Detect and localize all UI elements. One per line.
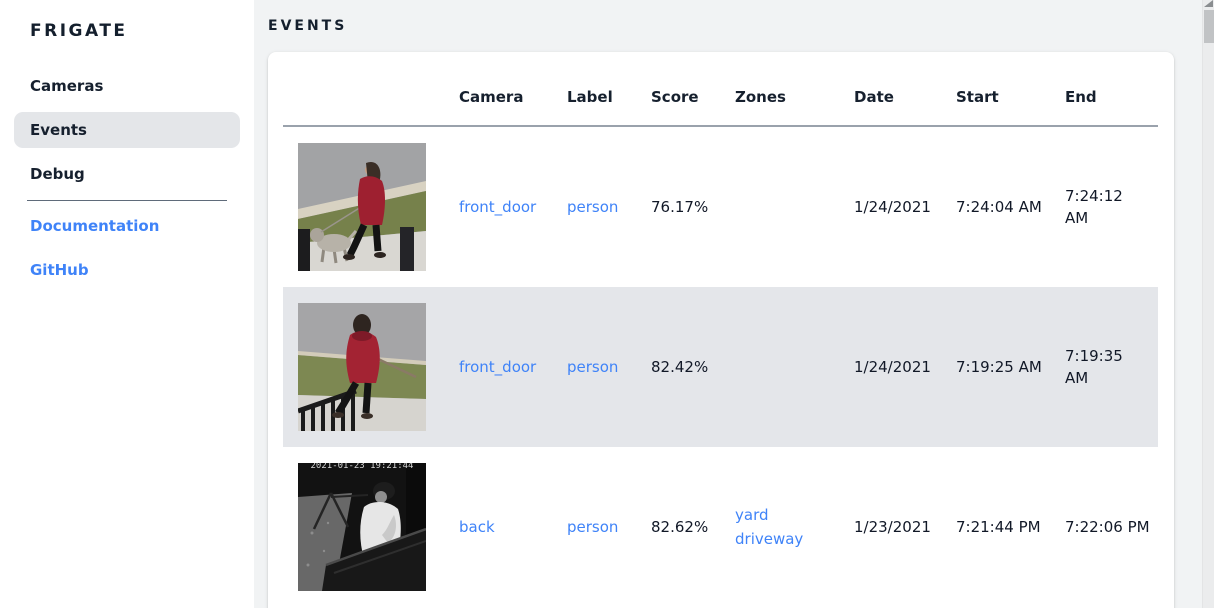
vertical-scrollbar[interactable] <box>1202 0 1214 608</box>
dog-leash <box>373 355 417 379</box>
event-thumbnail[interactable] <box>298 303 426 431</box>
event-zones-cell[interactable]: yard driveway <box>735 506 804 548</box>
event-date-cell: 1/24/2021 <box>854 198 931 216</box>
event-label-cell: person <box>559 447 643 607</box>
events-card: Camera Label Score Zones Date Start End <box>268 52 1174 608</box>
truck-bed-silhouette <box>322 527 426 591</box>
camera-timestamp-overlay: 2021-01-23 19:21:44 <box>311 463 414 471</box>
event-end-cell: 7:24:12 AM <box>1065 187 1123 227</box>
event-score-cell: 82.42% <box>643 287 727 447</box>
event-thumbnail-cell <box>283 126 451 287</box>
left-post <box>298 229 310 271</box>
event-camera-cell: front_door <box>451 126 559 287</box>
col-header-start: Start <box>956 88 999 106</box>
event-thumbnail-cell: 2021-01-23 19:21:44 <box>283 447 451 607</box>
event-thumbnail[interactable]: 2021-01-23 19:21:44 <box>298 463 426 591</box>
event-end-cell: 7:19:35 AM <box>1057 287 1158 447</box>
event-row[interactable]: front_door person 76.17% 1/24/2021 7:24:… <box>283 126 1158 287</box>
camera-link[interactable]: front_door <box>459 358 537 376</box>
col-header-end: End <box>1065 88 1097 106</box>
col-header-score: Score <box>651 88 699 106</box>
scrollbar-thumb[interactable] <box>1204 10 1214 43</box>
event-label-cell: person <box>559 287 643 447</box>
col-header-date: Date <box>854 88 894 106</box>
event-start-cell: 7:21:44 PM <box>956 518 1041 536</box>
event-zones-cell <box>727 126 846 287</box>
event-score-cell: 82.62% <box>651 518 709 536</box>
sidebar-item-debug[interactable]: Debug <box>30 165 85 183</box>
event-zones-cell <box>727 287 846 447</box>
camera-link[interactable]: back <box>459 518 495 536</box>
col-header-label: Label <box>567 88 613 106</box>
event-camera-cell: front_door <box>451 287 559 447</box>
sidebar-nav: Cameras Events Debug Documentation GitHu… <box>0 68 254 288</box>
sidebar-link-github[interactable]: GitHub <box>30 261 89 279</box>
table-header-row: Camera Label Score Zones Date Start End <box>283 52 1158 126</box>
event-label-cell: person <box>559 126 643 287</box>
person-figure <box>343 161 386 260</box>
sidebar: FRIGATE Cameras Events Debug Documentati… <box>0 0 254 608</box>
event-start-cell: 7:24:04 AM <box>956 198 1042 216</box>
swing-frame-silhouette <box>312 492 369 530</box>
event-date-cell: 1/24/2021 <box>846 287 948 447</box>
col-header-thumbnail <box>283 52 451 126</box>
event-row[interactable]: 2021-01-23 19:21:44 back person 82.62% y… <box>283 447 1158 607</box>
dog-figure <box>310 228 358 264</box>
dog-leash <box>320 206 362 233</box>
right-post <box>400 227 414 271</box>
sidebar-link-documentation[interactable]: Documentation <box>30 217 160 235</box>
page-title: EVENTS <box>268 18 348 34</box>
event-camera-cell: back <box>451 447 559 607</box>
sidebar-item-cameras[interactable]: Cameras <box>30 77 104 95</box>
event-date-cell: 1/23/2021 <box>854 518 931 536</box>
label-link[interactable]: person <box>567 198 619 216</box>
sidewalk <box>298 395 426 431</box>
label-link[interactable]: person <box>567 518 619 536</box>
event-end-cell: 7:22:06 PM <box>1065 518 1150 536</box>
event-thumbnail-cell <box>283 287 451 447</box>
event-row[interactable]: front_door person 82.42% 1/24/2021 7:19:… <box>283 287 1158 447</box>
event-thumbnail[interactable] <box>298 143 426 271</box>
app-logo[interactable]: FRIGATE <box>30 21 128 41</box>
sidebar-divider <box>27 200 227 201</box>
event-score-cell: 76.17% <box>651 198 709 216</box>
person-figure <box>332 314 380 419</box>
main-content: EVENTS Camera Label Score Zones Date Sta… <box>254 0 1214 608</box>
label-link[interactable]: person <box>567 358 619 376</box>
camera-link[interactable]: front_door <box>459 198 537 216</box>
col-header-camera: Camera <box>459 88 524 106</box>
scroll-up-arrow-icon[interactable] <box>1204 0 1213 7</box>
sidebar-item-events[interactable]: Events <box>14 112 240 148</box>
event-start-cell: 7:19:25 AM <box>948 287 1057 447</box>
events-table: Camera Label Score Zones Date Start End <box>283 52 1158 607</box>
col-header-zones: Zones <box>735 88 786 106</box>
